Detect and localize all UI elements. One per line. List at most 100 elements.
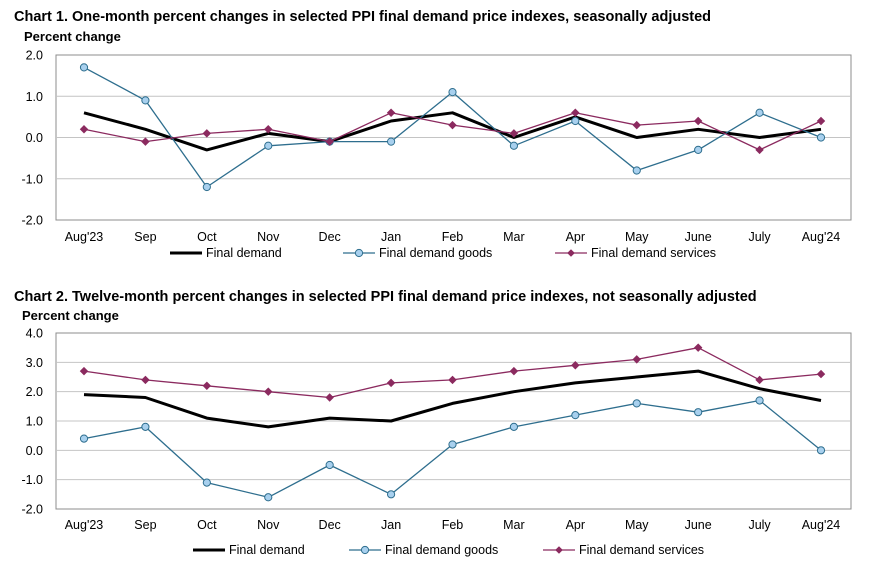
chart2-services-point: [325, 393, 334, 402]
chart1-goods-point: [694, 145, 703, 154]
chart2-y-tick-label: -2.0: [21, 503, 43, 517]
chart1-goods-point: [386, 137, 396, 146]
chart1-services-point: [386, 108, 396, 117]
chart1-x-tick-label: Aug'23: [65, 230, 104, 244]
chart2-ylabel: Percent change: [22, 308, 119, 323]
chart1-goods-point: [571, 116, 580, 126]
chart1-services-point: [264, 125, 273, 134]
chart1-x-tick-label: Aug'24: [802, 230, 841, 244]
chart2-x-tick-label: Mar: [503, 518, 525, 532]
chart2-goods-point: [632, 399, 641, 408]
chart2-x-tick-label: Aug'23: [65, 518, 104, 532]
chart2-y-tick-label: 1.0: [26, 415, 43, 429]
chart1-x-tick-label: Jan: [381, 230, 401, 244]
chart1-ylabel: Percent change: [24, 29, 121, 44]
chart2-goods-point: [264, 493, 273, 502]
chart2-services-point: [693, 343, 703, 352]
chart2-goods-point: [694, 408, 703, 417]
chart1-services-point: [693, 116, 703, 126]
chart1-services-point: [141, 137, 150, 146]
chart1-x-tick-label: July: [748, 230, 771, 244]
chart2-y-tick-label: 4.0: [26, 327, 43, 341]
chart1-y-tick-label: 1.0: [26, 90, 43, 104]
chart1-y-tick-label: -1.0: [21, 172, 43, 186]
chart2-series-line-final-demand-services: [83, 347, 822, 399]
chart1-x-tick-label: Oct: [197, 230, 217, 244]
chart2-services-point: [571, 361, 580, 370]
chart2-x-tick-label: Sep: [134, 518, 156, 532]
chart2-x-tick-label: Apr: [566, 518, 585, 532]
chart2-services-point: [509, 366, 519, 376]
chart1-services-point: [448, 120, 457, 130]
chart2-goods-point: [755, 396, 764, 405]
chart1-services-point: [509, 129, 519, 138]
chart2-legend-label: Final demand goods: [385, 543, 498, 557]
chart2-y-tick-label: 3.0: [26, 356, 43, 370]
chart1-services-point: [79, 125, 89, 134]
chart2-x-tick-label: June: [685, 518, 712, 532]
chart2-goods-point: [325, 460, 334, 470]
chart2-x-tick-label: Jan: [381, 518, 401, 532]
chart2-goods-point: [448, 440, 457, 449]
chart1-legend-label: Final demand services: [591, 246, 716, 260]
chart2-services-point: [816, 369, 826, 379]
chart1-y-tick-label: 0.0: [26, 131, 43, 145]
chart1-x-tick-label: June: [685, 230, 712, 244]
chart2-goods-point: [79, 434, 89, 443]
chart1-goods-point: [141, 96, 150, 105]
chart1-legend-goods-marker: [354, 248, 364, 258]
chart2-goods-point: [202, 478, 211, 487]
chart2-services-point: [632, 355, 641, 364]
chart1-goods-point: [448, 88, 457, 97]
chart1-x-tick-label: Dec: [319, 230, 341, 244]
chart2-x-tick-label: Oct: [197, 518, 217, 532]
chart2-goods-point: [386, 490, 396, 499]
chart1-title: Chart 1. One-month percent changes in se…: [14, 9, 711, 25]
chart2-legend-goods-marker: [360, 545, 370, 555]
chart2-title: Chart 2. Twelve-month percent changes in…: [14, 289, 757, 305]
chart2-legend-label: Final demand: [229, 543, 305, 557]
chart1-x-tick-label: May: [625, 230, 649, 244]
chart2-goods-point: [816, 446, 826, 455]
chart1-goods-point: [79, 63, 89, 72]
chart1-x-tick-label: Feb: [442, 230, 464, 244]
chart1-y-tick-label: 2.0: [26, 49, 43, 63]
chart2-legend-label: Final demand services: [579, 543, 704, 557]
chart1-legend-label: Final demand goods: [379, 246, 492, 260]
chart2-goods-point: [571, 411, 580, 420]
chart1-x-tick-label: Nov: [257, 230, 280, 244]
chart2-x-tick-label: Dec: [319, 518, 341, 532]
chart2-series-line-final-demand: [83, 369, 822, 429]
chart1-x-tick-label: Sep: [134, 230, 156, 244]
chart1-services-point: [755, 145, 764, 155]
chart1-y-tick-label: -2.0: [21, 214, 43, 228]
chart1-goods-point: [755, 108, 764, 117]
chart1-services-point: [632, 120, 641, 130]
chart1-services-point: [202, 129, 212, 138]
chart2-legend-services-marker: [555, 546, 563, 554]
chart1-services-point: [816, 116, 826, 126]
chart1-x-tick-label: Mar: [503, 230, 525, 244]
chart2-services-point: [79, 366, 89, 376]
chart1-goods-point: [202, 182, 211, 192]
chart2-goods-point: [141, 422, 150, 431]
chart2-services-point: [202, 381, 212, 391]
chart2-goods-point: [509, 422, 519, 431]
chart2-x-tick-label: Aug'24: [802, 518, 841, 532]
chart1-legend-label: Final demand: [206, 246, 282, 260]
chart1-goods-point: [816, 133, 826, 142]
chart2-y-tick-label: 0.0: [26, 444, 43, 458]
chart2-y-tick-label: -1.0: [21, 473, 43, 487]
chart2-y-tick-label: 2.0: [26, 385, 43, 399]
chart2-services-point: [755, 375, 764, 385]
chart2-x-tick-label: Feb: [442, 518, 464, 532]
chart2-services-point: [448, 375, 457, 385]
chart2-x-tick-label: Nov: [257, 518, 280, 532]
chart1-goods-point: [632, 166, 641, 175]
chart1-legend-services-marker: [567, 249, 575, 257]
chart2-services-point: [386, 378, 396, 388]
chart2-x-tick-label: May: [625, 518, 649, 532]
chart1-services-point: [325, 137, 334, 146]
chart2-services-point: [141, 375, 150, 385]
